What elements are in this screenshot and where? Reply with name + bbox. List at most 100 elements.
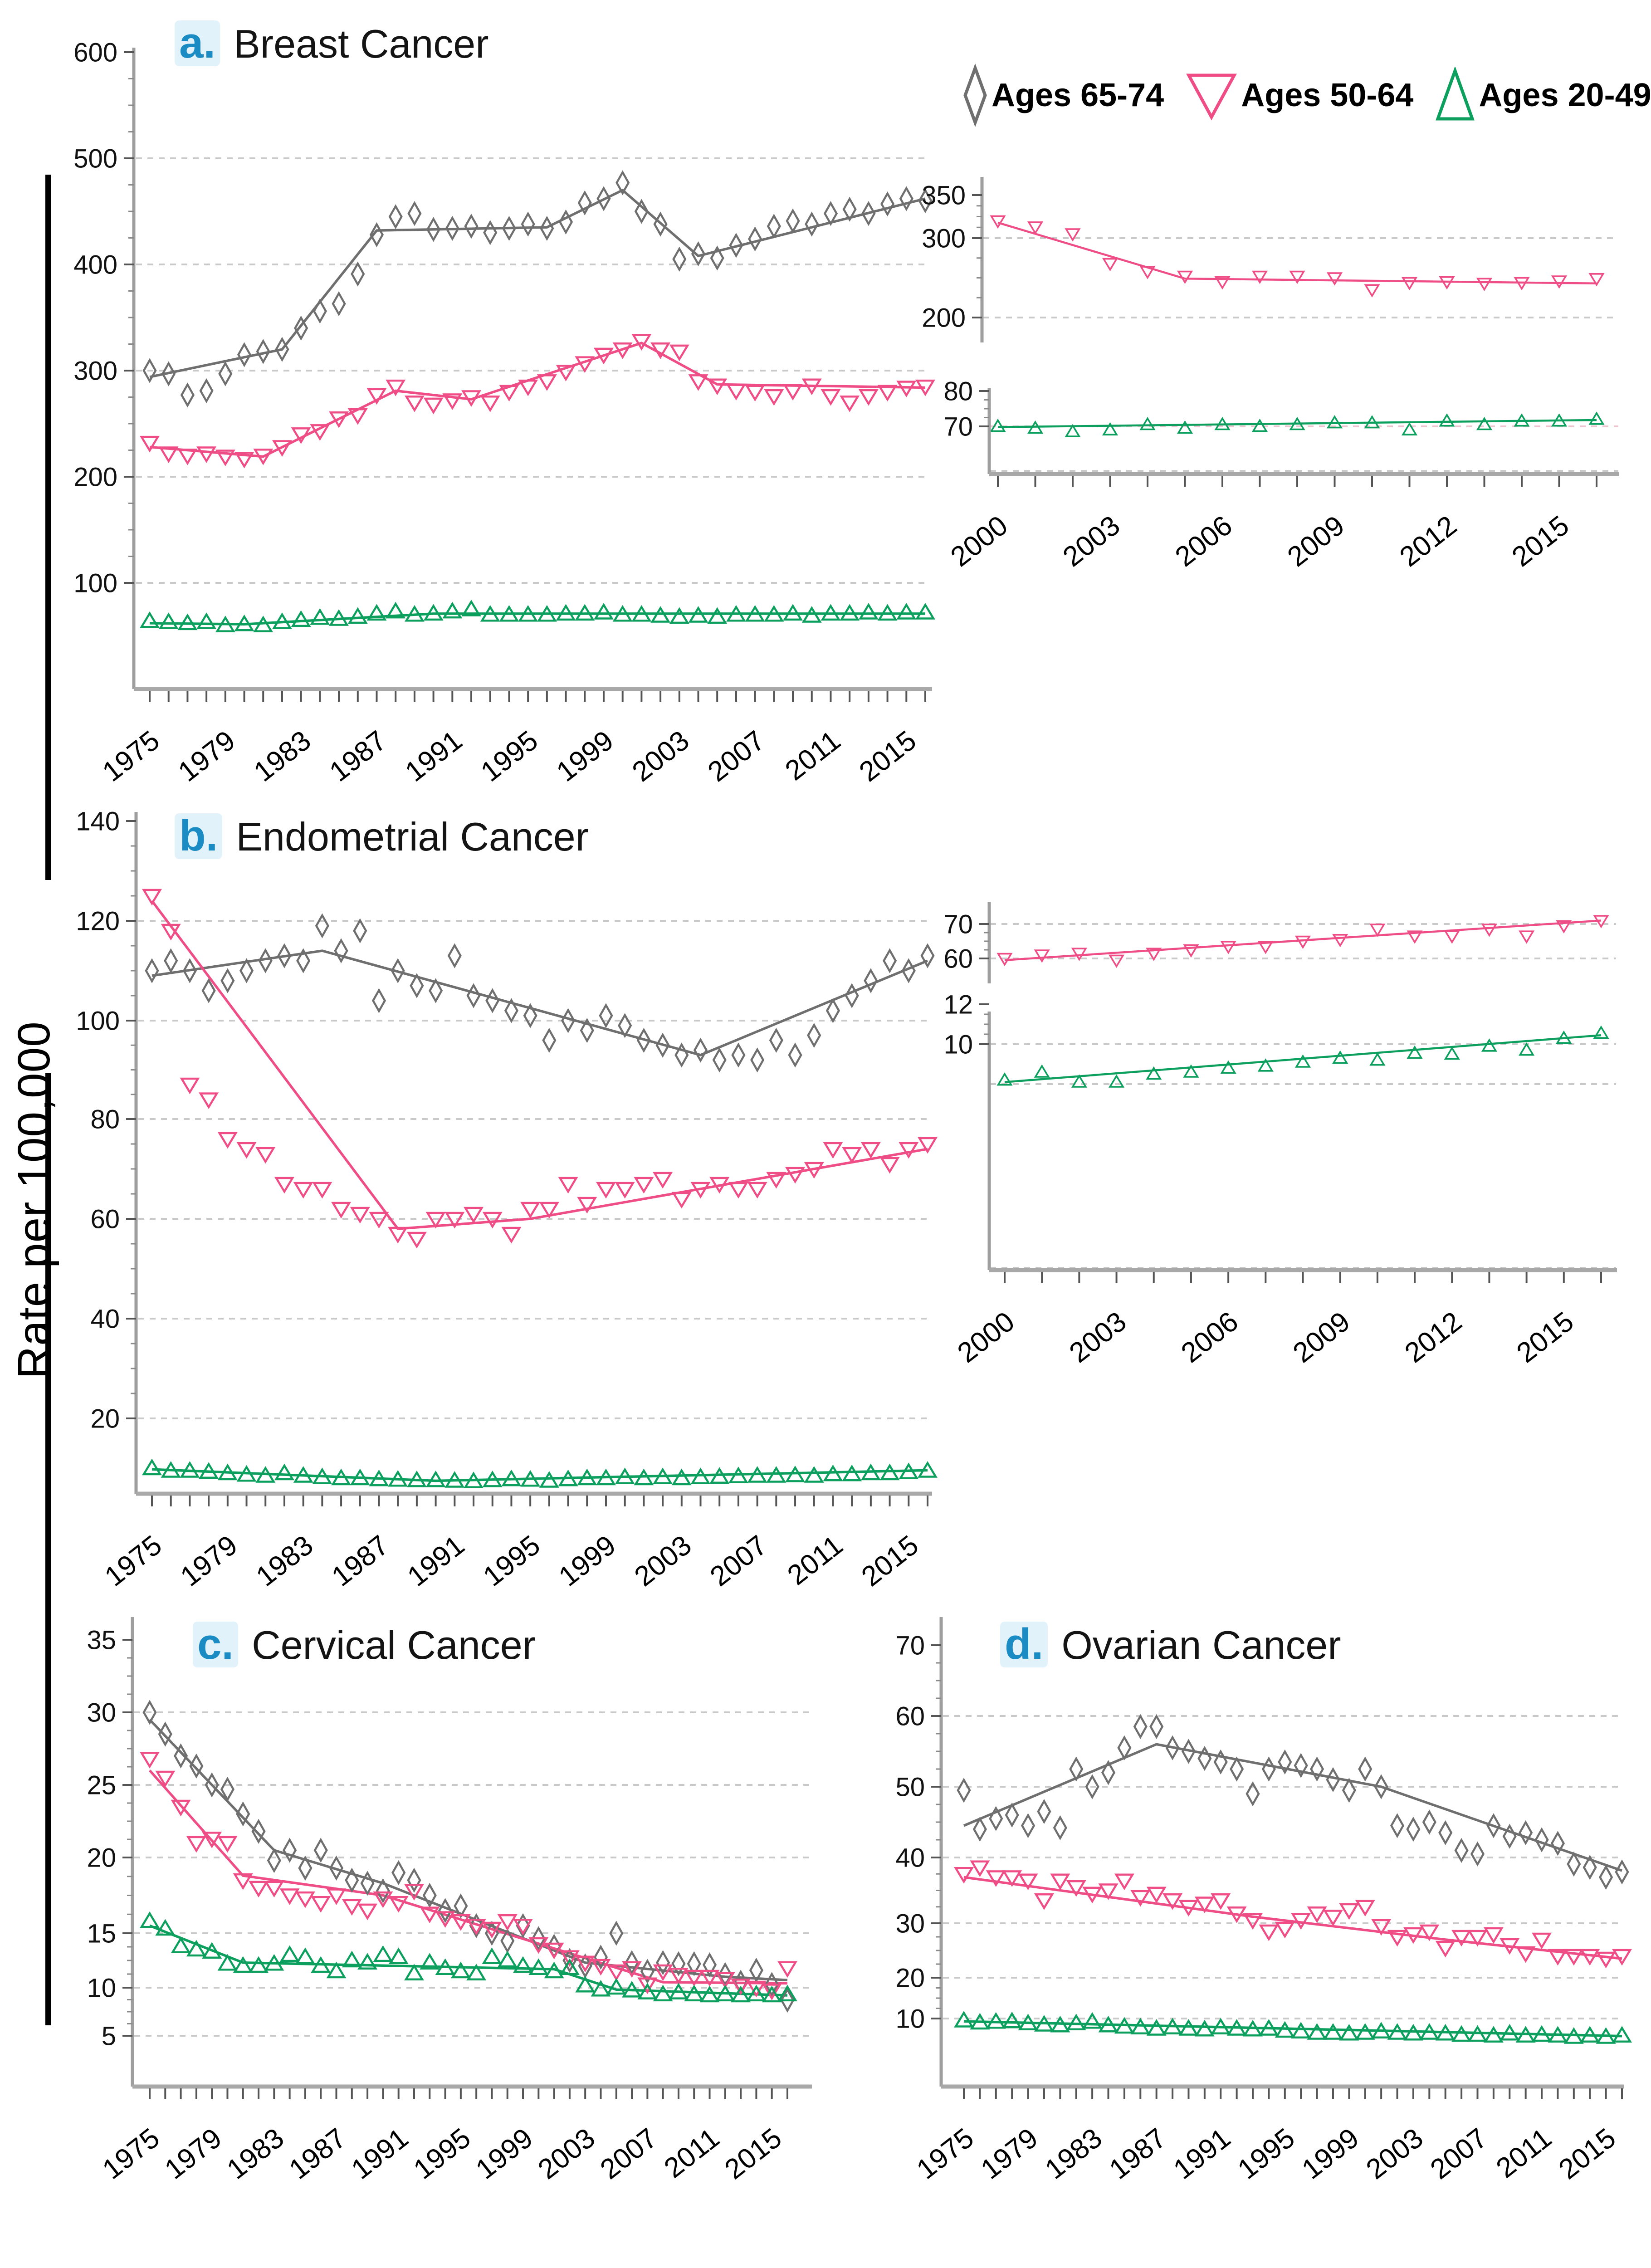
data-point xyxy=(1422,1809,1436,1835)
data-point xyxy=(1439,413,1455,427)
data-point xyxy=(745,385,765,402)
data-point xyxy=(1515,2026,1536,2043)
x-tick-label: 2009 xyxy=(1287,1306,1356,1369)
y-tick-label: 20 xyxy=(90,1404,120,1433)
data-point xyxy=(1291,1913,1311,1930)
data-point xyxy=(1002,2011,1022,2028)
legend-item-ages-50-64: Ages 50-64 xyxy=(1185,70,1413,121)
data-point xyxy=(293,1182,313,1199)
data-point xyxy=(1514,277,1530,291)
data-point xyxy=(1098,1883,1119,1900)
data-point xyxy=(1358,1756,1373,1782)
y-tick-label: 200 xyxy=(922,303,966,332)
data-point xyxy=(450,1961,471,1979)
data-point xyxy=(559,1958,580,1975)
y-tick-label: 600 xyxy=(73,38,117,67)
data-point xyxy=(767,214,781,239)
data-point xyxy=(482,1947,502,1965)
x-tick-label: 1999 xyxy=(470,2122,538,2185)
x-tick-label: 2003 xyxy=(626,725,695,788)
data-point xyxy=(1332,934,1348,948)
panel-d-title: d. Ovarian Cancer xyxy=(1000,1621,1341,1668)
data-point xyxy=(684,1970,704,1987)
series-ages-20-49 xyxy=(954,2011,1632,2044)
data-point xyxy=(650,342,671,359)
data-point xyxy=(1194,1897,1215,1913)
series-ages-65-74 xyxy=(142,170,933,408)
data-point xyxy=(1108,1074,1125,1088)
data-point xyxy=(234,451,254,469)
data-point xyxy=(164,948,178,973)
data-point xyxy=(764,605,784,622)
data-point xyxy=(386,379,406,396)
data-point xyxy=(726,605,746,622)
x-tick-label: 1987 xyxy=(326,1530,395,1593)
data-point xyxy=(1593,1025,1609,1039)
x-tick-label: 1995 xyxy=(478,1530,546,1593)
y-tick-label: 500 xyxy=(73,144,117,173)
data-point xyxy=(205,1772,219,1798)
series-ages-20-49 xyxy=(142,1458,938,1488)
data-point xyxy=(520,1470,541,1487)
data-point xyxy=(1342,1778,1356,1803)
data-point xyxy=(1483,2026,1504,2043)
data-point xyxy=(556,604,576,621)
data-point xyxy=(622,1961,642,1978)
data-point xyxy=(528,1937,549,1954)
data-point xyxy=(544,1961,564,1979)
data-point xyxy=(140,435,160,453)
data-point xyxy=(1146,1066,1162,1080)
y-tick-label: 60 xyxy=(895,1701,925,1731)
data-point xyxy=(561,1008,576,1033)
data-point xyxy=(217,1132,238,1149)
data-point xyxy=(426,217,441,242)
panel-b-title-text: Endometrial Cancer xyxy=(236,814,589,859)
data-point xyxy=(880,191,895,217)
data-point xyxy=(823,1142,843,1159)
data-point xyxy=(217,1836,238,1853)
data-point xyxy=(915,379,935,396)
data-point xyxy=(1481,1038,1498,1052)
data-point xyxy=(709,1467,730,1484)
data-point xyxy=(709,1177,730,1194)
data-point xyxy=(879,1463,900,1481)
data-point xyxy=(1261,1756,1276,1782)
data-point xyxy=(596,1468,616,1486)
data-point xyxy=(877,385,898,402)
data-point xyxy=(699,1970,720,1987)
data-point xyxy=(272,612,292,629)
data-point xyxy=(631,334,652,351)
y-tick-label: 400 xyxy=(73,250,117,279)
data-point xyxy=(444,1471,465,1488)
data-point xyxy=(1332,1050,1348,1064)
data-point xyxy=(637,1983,658,1999)
data-point xyxy=(186,1836,206,1853)
data-point xyxy=(804,1162,824,1179)
data-point xyxy=(575,604,595,621)
legend-item-ages-65-74: Ages 65-74 xyxy=(962,64,1164,127)
x-tick-label: 2006 xyxy=(1169,510,1238,573)
data-point xyxy=(840,604,860,621)
data-point xyxy=(864,968,878,993)
data-point xyxy=(1467,2025,1488,2042)
data-point xyxy=(425,1212,446,1229)
data-point xyxy=(690,1182,711,1199)
data-point xyxy=(251,1818,266,1844)
data-point xyxy=(1596,2027,1616,2044)
data-point xyxy=(715,1984,735,2002)
data-point xyxy=(461,390,481,407)
data-point xyxy=(769,1027,783,1053)
data-point xyxy=(1390,1813,1405,1838)
data-point xyxy=(1470,1841,1485,1867)
data-point xyxy=(879,1157,900,1174)
data-point xyxy=(1069,1756,1084,1782)
data-point xyxy=(315,913,329,938)
data-point xyxy=(177,448,198,465)
data-point xyxy=(559,1950,580,1967)
y-tick-label: 25 xyxy=(87,1770,116,1800)
data-point xyxy=(558,1469,578,1486)
data-point xyxy=(710,245,724,271)
x-tick-label: 2015 xyxy=(856,1530,924,1593)
data-point xyxy=(1369,1052,1386,1066)
